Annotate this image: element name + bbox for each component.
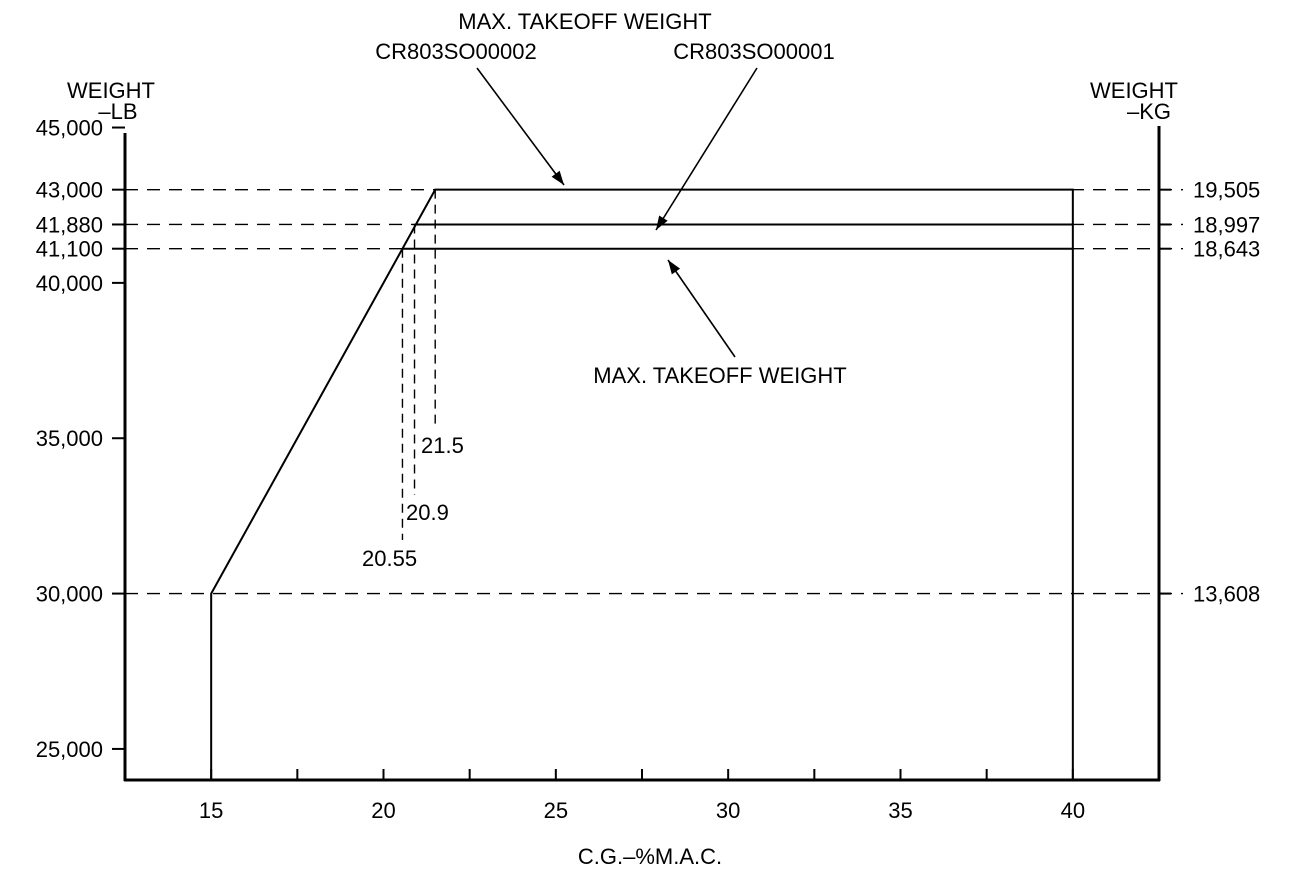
x-tick-label: 40 xyxy=(1061,798,1085,823)
arrow-top-to-max-weight-shaft xyxy=(476,67,565,186)
x-tick-label: 35 xyxy=(888,798,912,823)
y-right-tick-label: 13,608 xyxy=(1193,582,1260,607)
x-tick-label: 30 xyxy=(716,798,740,823)
annotation-max-takeoff-top: MAX. TAKEOFF WEIGHT xyxy=(458,9,711,34)
y-right-tick-label: 19,505 xyxy=(1193,178,1260,203)
arrow-top-to-max-weight-head xyxy=(551,170,564,185)
cg-envelope-line xyxy=(210,188,1074,780)
y-axis-title-left: –LB xyxy=(98,99,137,124)
y-right-tick-label: 18,997 xyxy=(1193,212,1260,237)
arrow-bottom-to-max-weight-shaft xyxy=(667,259,736,358)
x-tick-label: 15 xyxy=(199,798,223,823)
y-left-tick-label: 41,880 xyxy=(36,212,103,237)
annotation-max-takeoff-bottom: MAX. TAKEOFF WEIGHT xyxy=(593,363,846,388)
arrow-cr803so00001-shaft xyxy=(655,67,758,231)
chart-lines-layer xyxy=(112,67,1183,782)
cg-marker-label: 21.5 xyxy=(421,433,464,458)
x-tick-label: 20 xyxy=(371,798,395,823)
y-right-tick-label: 18,643 xyxy=(1193,237,1260,262)
y-left-tick-label: 40,000 xyxy=(36,271,103,296)
x-axis-title: C.G.–%M.A.C. xyxy=(578,844,722,869)
y-axis-title-right: WEIGHT xyxy=(1090,78,1178,103)
annotation-cr803so00001: CR803SO00001 xyxy=(673,39,834,64)
y-left-tick-label: 41,100 xyxy=(36,237,103,262)
arrow-bottom-to-max-weight-head xyxy=(668,260,681,275)
y-left-tick-label: 43,000 xyxy=(36,178,103,203)
y-left-tick-label: 30,000 xyxy=(36,582,103,607)
x-tick-label: 25 xyxy=(544,798,568,823)
cg-marker-label: 20.9 xyxy=(406,500,449,525)
arrow-cr803so00001-head xyxy=(656,215,668,230)
cg-marker-label: 20.55 xyxy=(362,546,417,571)
y-axis-title-left: WEIGHT xyxy=(67,78,155,103)
y-axis-title-right: –KG xyxy=(1127,99,1171,124)
y-left-tick-label: 35,000 xyxy=(36,426,103,451)
y-left-tick-label: 25,000 xyxy=(36,737,103,762)
annotation-cr803so00002: CR803SO00002 xyxy=(375,39,536,64)
y-left-tick-label: 45,000 xyxy=(36,116,103,141)
